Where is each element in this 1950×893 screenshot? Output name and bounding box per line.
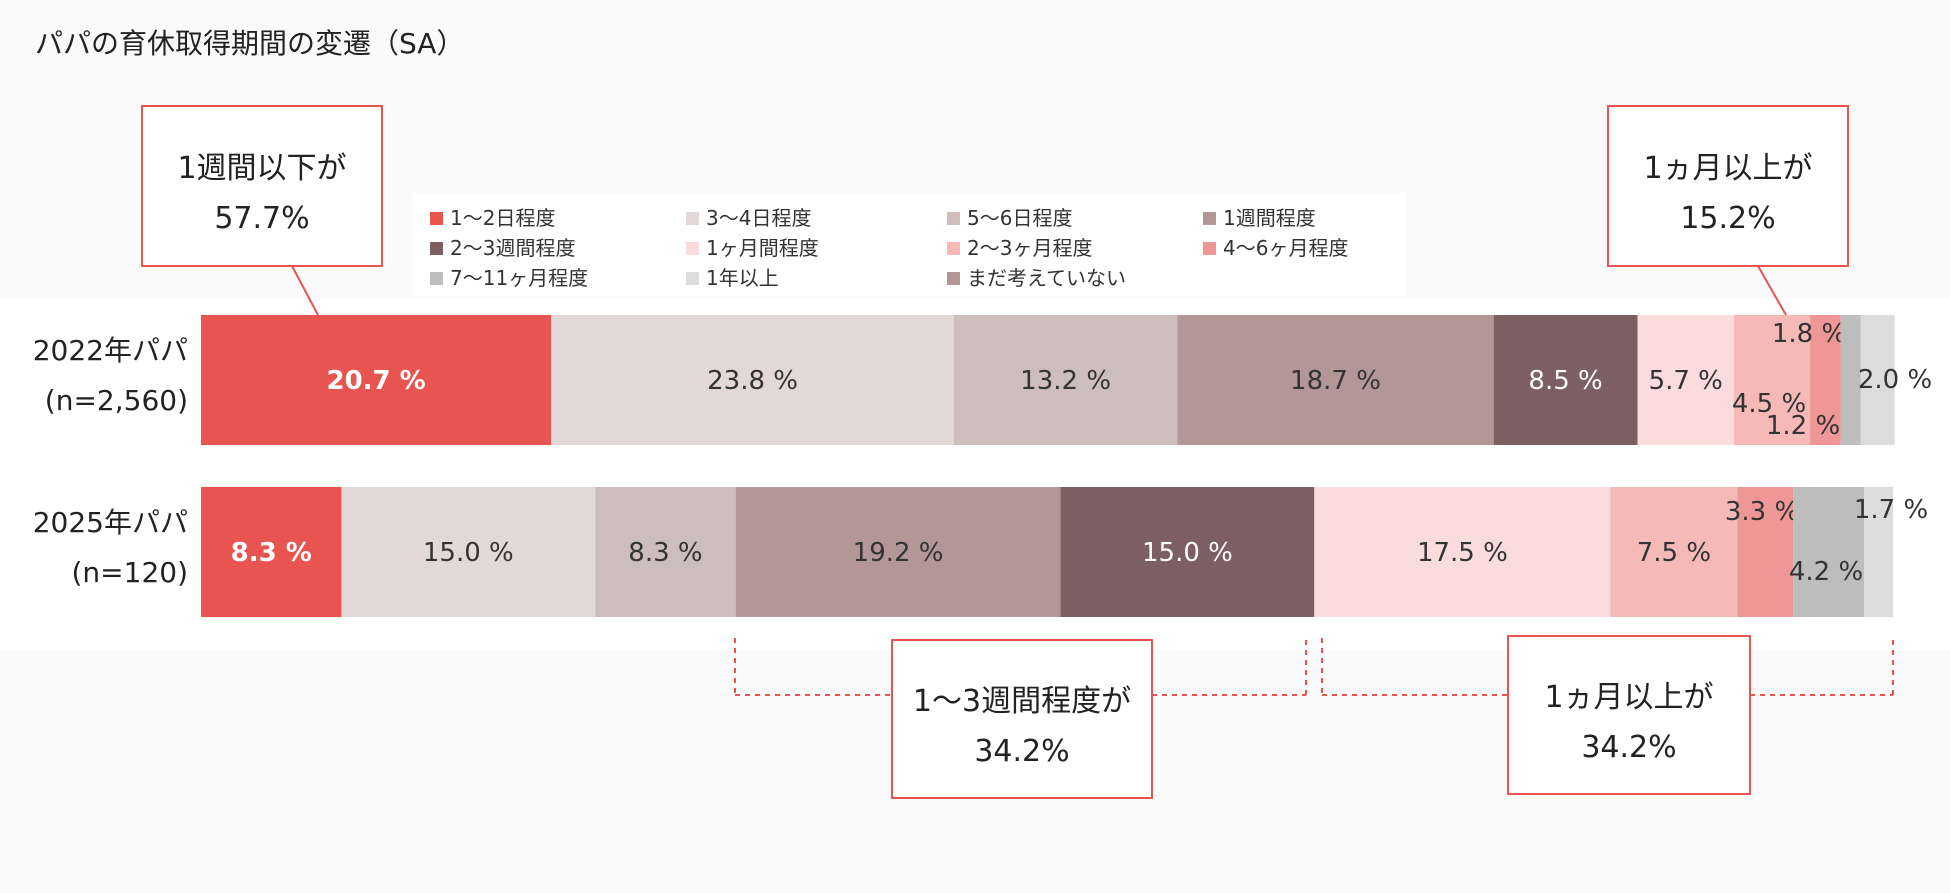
legend-swatch (1203, 212, 1216, 225)
category-label: 2022年パパ (33, 334, 188, 367)
data-label: 15.0 % (1142, 538, 1233, 568)
bar-segment (1864, 487, 1893, 617)
legend-swatch (686, 212, 699, 225)
legend-label: 3～4日程度 (706, 206, 811, 230)
data-label: 20.7 % (326, 366, 425, 396)
data-label: 8.5 % (1528, 366, 1602, 396)
bar-segment (1737, 487, 1794, 617)
annotation-box (1607, 105, 1849, 267)
bar-segment (1733, 315, 1811, 445)
category-sample-size: (n=2,560) (45, 384, 188, 417)
legend-swatch (1203, 242, 1216, 255)
bar-segment (551, 315, 954, 445)
data-label: 7.5 % (1637, 538, 1711, 568)
data-label: 3.3 % (1725, 497, 1799, 527)
legend-swatch (686, 242, 699, 255)
data-label: 2.0 % (1858, 365, 1932, 395)
data-label: 1.7 % (1854, 495, 1928, 525)
annotations: 1週間以下が 57.7% 1ヵ月以上が 15.2% 1～3週間程度が 34.2% 1ヵ月以上… (141, 105, 1894, 799)
data-label: 4.5 % (1732, 389, 1806, 419)
bar-segment (1060, 487, 1315, 617)
annotation-connector (291, 265, 319, 316)
legend-label: 4～6ヶ月程度 (1223, 236, 1348, 260)
legend-label: 7～11ヶ月程度 (450, 266, 588, 290)
category-sample-size: (n=120) (72, 556, 189, 589)
bar-segment (1840, 315, 1861, 445)
legend-label: 1年以上 (706, 266, 779, 290)
category-labels: 2022年パパ (n=2,560) 2025年パパ (n=120) (33, 334, 188, 589)
data-label: 8.3 % (628, 538, 702, 568)
annotation-connector (1757, 265, 1787, 316)
legend-label: まだ考えていない (967, 266, 1126, 290)
legend-label: 5～6日程度 (967, 206, 1072, 230)
legend-swatch (947, 212, 960, 225)
bar-segment (1493, 315, 1638, 445)
legend: 1～2日程度 3～4日程度 5～6日程度 1週間程度 2～3週間程度 1ヶ月間程度 2～3ヶ… (430, 206, 1348, 290)
legend-swatch (430, 212, 443, 225)
data-label: 23.8 % (707, 366, 798, 396)
annotation-value: 57.7% (214, 201, 309, 236)
chart-title: パパの育休取得期間の変遷（SA） (35, 27, 464, 60)
bar-segment (1314, 487, 1611, 617)
legend-label: 2～3ヶ月程度 (967, 236, 1092, 260)
data-label: 15.0 % (423, 538, 514, 568)
legend-panel (412, 193, 1405, 296)
legend-swatch (947, 272, 960, 285)
bar-segment (1793, 487, 1865, 617)
annotation-box (141, 105, 383, 267)
annotation-text: 1ヵ月以上が (1643, 151, 1812, 186)
data-label: 1.8 % (1772, 319, 1846, 349)
annotation-value: 34.2% (974, 734, 1069, 769)
legend-swatch (430, 242, 443, 255)
legend-label: 2～3週間程度 (450, 236, 575, 260)
bar-segment (1177, 315, 1494, 445)
data-label: 17.5 % (1417, 538, 1508, 568)
bar-segment (201, 315, 552, 445)
bar-segment (735, 487, 1061, 617)
bar-segment (595, 487, 736, 617)
data-label: 19.2 % (853, 538, 944, 568)
data-label: 1.2 % (1766, 411, 1840, 441)
annotation-value: 15.2% (1680, 201, 1775, 236)
annotation-box (1507, 635, 1751, 795)
legend-label: 1週間程度 (1223, 206, 1316, 230)
annotation-text: 1ヵ月以上が (1544, 680, 1713, 715)
bar-segment (201, 487, 342, 617)
data-label: 4.2 % (1789, 557, 1863, 587)
data-label: 5.7 % (1649, 366, 1723, 396)
annotation-text: 1週間以下が (177, 151, 346, 186)
legend-swatch (430, 272, 443, 285)
legend-swatch (947, 242, 960, 255)
bar-segment (1637, 315, 1734, 445)
annotation-text: 1～3週間程度が (913, 684, 1131, 719)
data-label: 8.3 % (231, 538, 312, 568)
bars: 20.7 % 23.8 % 13.2 % 18.7 % 8.5 % 5.7 %4.5 %1… (201, 315, 1932, 617)
annotation-box (891, 639, 1153, 799)
data-label: 18.7 % (1290, 366, 1381, 396)
bar-segment (1810, 315, 1841, 445)
legend-swatch (686, 272, 699, 285)
bar-segment (1610, 487, 1738, 617)
bar-segment (341, 487, 596, 617)
data-label: 13.2 % (1020, 366, 1111, 396)
bar-segment (1860, 315, 1895, 445)
bar-segment (953, 315, 1178, 445)
legend-label: 1～2日程度 (450, 206, 555, 230)
annotation-value: 34.2% (1581, 730, 1676, 765)
legend-label: 1ヶ月間程度 (706, 236, 819, 260)
category-label: 2025年パパ (33, 506, 188, 539)
